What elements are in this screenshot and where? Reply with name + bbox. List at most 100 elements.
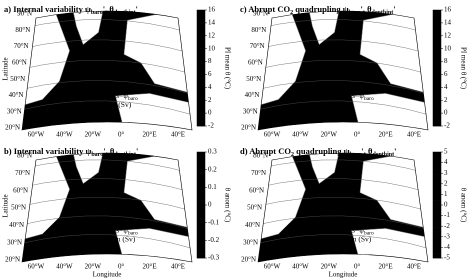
lat-label: 70°N bbox=[251, 169, 266, 177]
contour bbox=[22, 178, 192, 193]
contour-note: PI mean (Sv) bbox=[96, 234, 136, 243]
colorbar-swatch bbox=[433, 187, 441, 193]
contour bbox=[22, 39, 192, 54]
colorbar-swatch bbox=[197, 205, 205, 210]
lon-label: 0° bbox=[118, 131, 125, 139]
title-part: depthint bbox=[114, 10, 136, 16]
field bbox=[96, 229, 118, 239]
land bbox=[308, 153, 340, 184]
colorbar-swatch bbox=[433, 111, 441, 117]
colorbar-swatch bbox=[433, 235, 441, 241]
colorbar-tick-label: 5 bbox=[444, 148, 448, 156]
note-part: anom (Sv) bbox=[100, 100, 132, 109]
lon-label: 40°E bbox=[407, 131, 421, 139]
colorbar-swatch bbox=[197, 14, 205, 20]
title-part: depthint bbox=[372, 152, 394, 158]
colorbar-tick-label: -4 bbox=[444, 243, 450, 251]
map bbox=[258, 153, 428, 262]
map bbox=[22, 11, 192, 130]
colorbar-tick-label: 2 bbox=[444, 96, 448, 104]
title-part: quadrupling ψ bbox=[293, 4, 349, 14]
title-part: ' bbox=[136, 4, 138, 14]
title-part: baro bbox=[91, 10, 103, 16]
colorbar-tick-label: -5 bbox=[444, 254, 450, 262]
lon-label: 60°W bbox=[28, 263, 45, 271]
lat-label: 80°N bbox=[15, 26, 30, 34]
lat-label: 40°N bbox=[9, 221, 24, 229]
panel-label: b) bbox=[4, 146, 12, 156]
colorbar-swatch bbox=[433, 10, 441, 16]
y-axis-label: Latitude bbox=[2, 57, 10, 80]
contour bbox=[258, 100, 428, 115]
colorbar-swatch bbox=[197, 39, 205, 45]
lat-label: 20°N bbox=[5, 124, 20, 132]
note-part: baro bbox=[364, 96, 374, 102]
colorbar-swatch bbox=[433, 24, 441, 30]
colorbar-swatch bbox=[433, 196, 441, 201]
colorbar-frame bbox=[432, 9, 442, 127]
title-part: ' bbox=[136, 146, 138, 156]
lon-label: 0° bbox=[354, 263, 361, 271]
colorbar-label: θ anom (°C) bbox=[223, 188, 231, 223]
colorbar-swatch bbox=[433, 218, 441, 223]
lat-label: 60°N bbox=[12, 58, 27, 66]
colorbar-tick-label: -2 bbox=[444, 122, 450, 130]
colorbar-tick-label: 8 bbox=[208, 57, 212, 65]
lon-label: 40°W bbox=[292, 131, 309, 139]
colorbar-tick-label: 0 bbox=[208, 109, 212, 117]
title-part: 2 bbox=[291, 152, 294, 158]
lat-label: 50°N bbox=[246, 75, 261, 83]
lat-label: 60°N bbox=[249, 186, 264, 194]
colorbar-tick-label: 0.1 bbox=[208, 183, 217, 191]
contour bbox=[22, 196, 192, 212]
y-axis-label: Latitude bbox=[2, 194, 10, 217]
colorbar-tick-label: 10 bbox=[208, 44, 216, 52]
colorbar-swatch bbox=[197, 19, 205, 25]
colorbar-swatch bbox=[197, 213, 205, 219]
title-part: Abrupt CO bbox=[248, 4, 290, 14]
colorbar-swatch bbox=[197, 53, 205, 59]
colorbar-swatch bbox=[197, 178, 205, 184]
contour bbox=[22, 100, 192, 115]
colorbar-swatch bbox=[433, 191, 441, 197]
contour bbox=[258, 39, 428, 54]
colorbar-swatch bbox=[433, 19, 441, 25]
colorbar-tick-label: 2 bbox=[208, 96, 212, 104]
colorbar-swatch bbox=[433, 34, 441, 40]
title-part: baro bbox=[350, 152, 362, 158]
colorbar-tick-label: 0 bbox=[444, 201, 448, 209]
colorbar-swatch bbox=[433, 205, 441, 210]
note-part: baro bbox=[128, 231, 138, 237]
contour bbox=[22, 159, 192, 174]
colorbar-swatch bbox=[197, 249, 205, 254]
field bbox=[39, 105, 107, 130]
lat-label: 70°N bbox=[15, 169, 30, 177]
title-part: Internal variability ψ bbox=[13, 4, 91, 14]
colorbar-swatch bbox=[433, 58, 441, 64]
lat-label: 30°N bbox=[7, 238, 22, 246]
colorbar-swatch bbox=[197, 218, 205, 223]
title-part: Abrupt CO bbox=[249, 146, 291, 156]
note-part: PI mean (Sv) bbox=[332, 234, 372, 243]
colorbar-swatch bbox=[433, 174, 441, 179]
lon-label: 20°W bbox=[321, 263, 338, 271]
colorbar-swatch bbox=[197, 200, 205, 206]
lon-label: 60°W bbox=[264, 263, 281, 271]
colorbar-swatch bbox=[197, 106, 205, 112]
colorbar-swatch bbox=[433, 77, 441, 83]
colorbar-swatch bbox=[197, 72, 205, 78]
colorbar-swatch bbox=[197, 231, 205, 237]
colorbar-swatch bbox=[197, 58, 205, 64]
lat-label: 60°N bbox=[13, 186, 28, 194]
colorbar-tick-label: 12 bbox=[444, 31, 452, 39]
colorbar-swatch bbox=[433, 116, 441, 122]
colorbar-tick-label: 8 bbox=[444, 57, 448, 65]
field bbox=[108, 162, 123, 172]
title-part: depthint bbox=[372, 10, 394, 16]
colorbar-swatch bbox=[433, 156, 441, 162]
title-part: ', θ bbox=[103, 146, 115, 156]
panel-title: c) Abrupt CO2 quadrupling ψbaro', θdepth… bbox=[240, 4, 396, 16]
x-axis-label: Longitude bbox=[93, 271, 122, 279]
lat-label: 30°N bbox=[243, 238, 258, 246]
lat-label: 20°N bbox=[241, 256, 256, 264]
